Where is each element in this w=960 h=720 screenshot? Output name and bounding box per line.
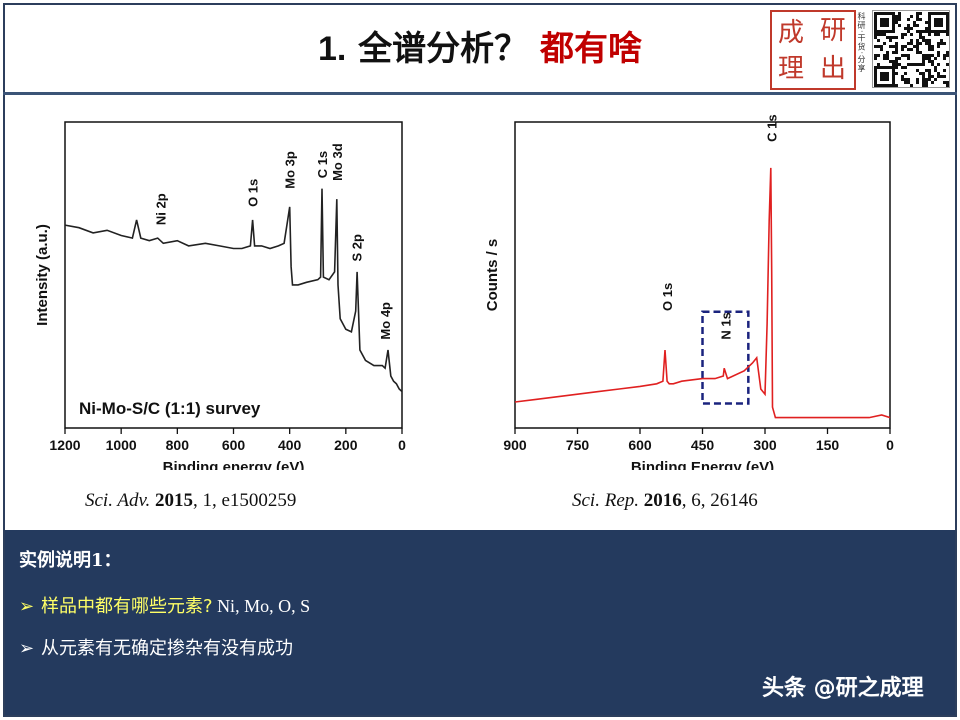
seal-char: 出 — [820, 54, 847, 84]
bullet-2-text: 从元素有无确定掺杂有没有成功 — [41, 638, 293, 659]
seal-char: 研 — [820, 16, 847, 46]
qr-finder — [880, 18, 889, 27]
peak-label: N 1s — [718, 312, 733, 339]
x-tick-label: 300 — [753, 437, 777, 453]
qr-finder — [880, 72, 889, 81]
x-tick-label: 450 — [691, 437, 715, 453]
brand-seal-logo: 成 研 理 出 — [770, 10, 856, 90]
source-watermark: 头条 @研之成理 — [762, 676, 924, 701]
x-tick-label: 200 — [334, 437, 358, 453]
qr-finder — [934, 18, 943, 27]
slide-header: 1. 全谱分析？ 都有啥 — [3, 3, 957, 95]
x-tick-label: 400 — [278, 437, 302, 453]
x-tick-label: 0 — [398, 437, 406, 453]
x-tick-label: 900 — [503, 437, 527, 453]
citation-right-year: 2016 — [643, 490, 682, 511]
slide-frame — [3, 3, 957, 717]
x-axis-label: Binding energy (eV) — [163, 459, 305, 470]
seal-caption: 科研·干货·分享 — [857, 12, 866, 74]
y-axis-label: Intensity (a.u.) — [34, 224, 51, 326]
citation-left: Sci. Adv. 2015, 1, e1500259 — [85, 490, 296, 512]
title-number: 1. — [317, 30, 347, 68]
citation-right-journal: Sci. Rep. — [572, 490, 640, 511]
peak-label: C 1s — [765, 114, 780, 141]
slide-title: 1. 全谱分析？ 都有啥 — [3, 21, 957, 70]
bullet-arrow-icon: ➢ — [19, 638, 35, 659]
bullet-1-elements: Ni, Mo, O, S — [212, 596, 311, 616]
explanation-panel: 实例说明1： ➢ 样品中都有哪些元素? Ni, Mo, O, S ➢ 从元素有无确定… — [5, 530, 955, 715]
panel-heading: 实例说明1： — [19, 550, 122, 571]
x-tick-label: 1000 — [106, 437, 137, 453]
peak-label: Mo 4p — [378, 302, 393, 340]
series-line — [64, 188, 403, 393]
bullet-arrow-icon: ➢ — [19, 596, 35, 617]
highlight-box — [701, 310, 750, 405]
xps-survey-chart-right: 900 750 600 450 300 150 0 Binding Energy (eV) Co… — [470, 110, 910, 476]
citation-left-journal: Sci. Adv. — [85, 490, 151, 511]
x-tick-label: 1200 — [49, 437, 80, 453]
panel-bullet-2: ➢ 从元素有无确定掺杂有没有成功 — [19, 634, 293, 660]
x-tick-label: 600 — [222, 437, 246, 453]
qr-code-icon[interactable] — [872, 10, 950, 88]
series-line — [514, 167, 891, 419]
peak-label: Mo 3d — [330, 143, 345, 181]
peak-label: C 1s — [315, 151, 330, 178]
title-main: 全谱分析？ — [358, 29, 529, 69]
x-tick-label: 750 — [566, 437, 590, 453]
y-axis-label: Counts / s — [484, 239, 501, 312]
x-tick-label: 0 — [886, 437, 894, 453]
x-tick-label: 600 — [628, 437, 652, 453]
xps-survey-chart-left: 1200 1000 800 600 400 200 0 Binding energy (eV)… — [20, 110, 420, 476]
peak-label: S 2p — [350, 234, 365, 262]
x-axis-label: Binding Energy (eV) — [631, 459, 774, 470]
peak-label: Ni 2p — [153, 193, 168, 225]
citation-right-rest: , 6, 26146 — [681, 490, 758, 511]
bullet-1-text: 样品中都有哪些元素? — [41, 596, 213, 617]
x-tick-label: 150 — [816, 437, 840, 453]
seal-char: 理 — [778, 54, 805, 84]
plot-frame — [64, 121, 403, 429]
peak-label: O 1s — [660, 283, 675, 311]
panel-bullet-1: ➢ 样品中都有哪些元素? Ni, Mo, O, S — [19, 592, 310, 618]
citation-left-rest: , 1, e1500259 — [193, 490, 297, 511]
peak-label: Mo 3p — [283, 151, 298, 189]
citation-right: Sci. Rep. 2016, 6, 26146 — [572, 490, 758, 512]
chart-annotation: Ni-Mo-S/C (1:1) survey — [79, 399, 261, 418]
title-highlight: 都有啥 — [540, 29, 643, 69]
peak-label: O 1s — [246, 179, 261, 207]
citation-left-year: 2015 — [155, 490, 193, 511]
x-tick-label: 800 — [166, 437, 190, 453]
seal-char: 成 — [778, 18, 805, 48]
